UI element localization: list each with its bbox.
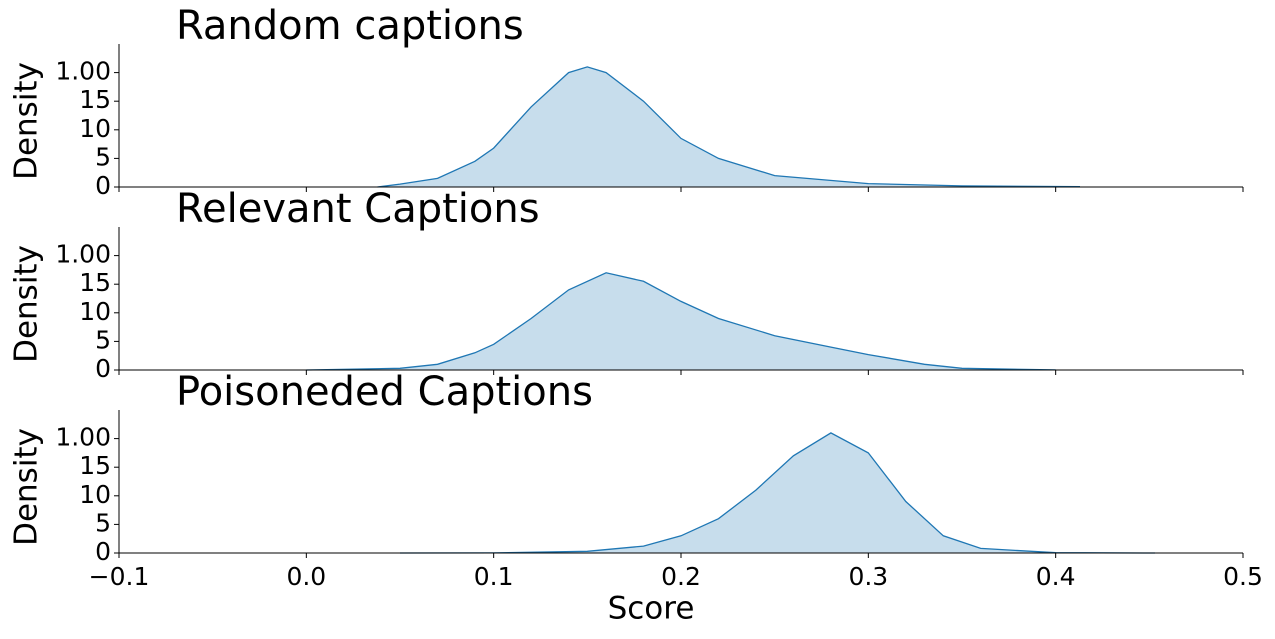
y-tick-label: 1.00 [55, 240, 111, 269]
density-area [377, 66, 1080, 187]
y-tick-label: 15 [79, 268, 111, 297]
subplot-title: Poisoneded Captions [176, 369, 593, 415]
density-area [306, 272, 1056, 370]
y-tick-label: 0 [95, 171, 111, 200]
y-axis-label: Density [9, 62, 45, 180]
y-tick-label: 10 [79, 114, 111, 143]
x-tick-label: 0.5 [1223, 562, 1263, 591]
y-tick-label: 5 [95, 325, 111, 354]
x-axis-label: Score [608, 591, 695, 627]
x-tick-label: 0.0 [286, 562, 326, 591]
x-tick-label: 0.3 [848, 562, 888, 591]
x-tick-label: 0.2 [661, 562, 701, 591]
x-tick-label: 0.1 [474, 562, 514, 591]
y-axis-label: Density [9, 428, 45, 546]
x-tick-label: 0.4 [1036, 562, 1076, 591]
density-line [399, 432, 1156, 554]
y-tick-label: 15 [79, 451, 111, 480]
y-tick-label: 15 [79, 85, 111, 114]
y-tick-label: 0 [95, 537, 111, 566]
y-tick-label: 5 [95, 142, 111, 171]
y-tick-label: 10 [79, 480, 111, 509]
subplot-title: Random captions [176, 3, 524, 49]
y-tick-label: 1.00 [55, 423, 111, 452]
density-line [306, 272, 1056, 371]
subplot-title: Relevant Captions [176, 186, 540, 232]
y-axis-label: Density [9, 245, 45, 363]
y-tick-label: 10 [79, 297, 111, 326]
y-tick-label: 5 [95, 508, 111, 537]
density-area [400, 432, 1155, 553]
y-tick-label: 1.00 [55, 57, 111, 86]
x-tick-label: −0.1 [89, 562, 150, 591]
density-line [377, 66, 1081, 188]
y-tick-label: 0 [95, 354, 111, 383]
